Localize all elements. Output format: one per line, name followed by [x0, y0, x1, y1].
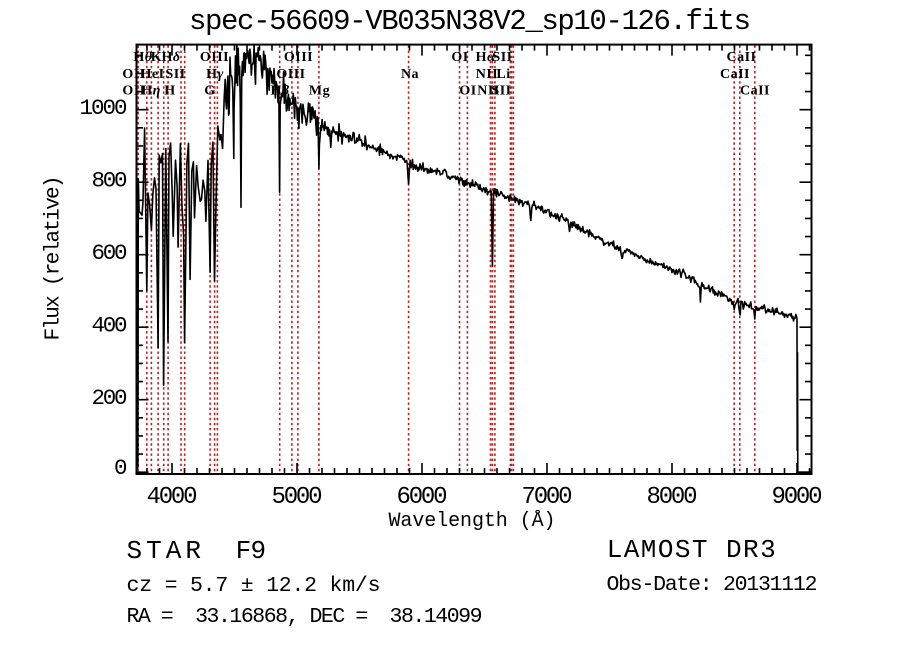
- svg-text:K: K: [151, 50, 162, 65]
- svg-text:OIII: OIII: [200, 50, 229, 65]
- svg-text:SII: SII: [491, 84, 511, 99]
- svg-text:Hθ: Hθ: [133, 50, 152, 65]
- svg-text:Hβ: Hβ: [270, 84, 289, 99]
- svg-text:HeI: HeI: [140, 67, 164, 82]
- svg-text:Hδ: Hδ: [161, 50, 180, 65]
- svg-text:NII: NII: [476, 67, 499, 82]
- svg-text:OI: OI: [459, 84, 476, 99]
- svg-text:200: 200: [92, 385, 128, 411]
- svg-text:Hα: Hα: [476, 50, 496, 65]
- svg-text:8000: 8000: [647, 484, 698, 511]
- svg-text:H: H: [164, 84, 175, 99]
- svg-text:7000: 7000: [522, 484, 573, 511]
- svg-text:SII: SII: [165, 67, 185, 82]
- svg-text:Obs-Date: 20131112: Obs-Date: 20131112: [607, 573, 818, 597]
- svg-text:Wavelength (Å): Wavelength (Å): [389, 510, 556, 533]
- svg-text:CaII: CaII: [740, 84, 770, 99]
- svg-text:Mg: Mg: [309, 84, 330, 99]
- svg-text:Li: Li: [496, 67, 510, 82]
- svg-text:OII: OII: [122, 67, 145, 82]
- svg-text:Na: Na: [401, 67, 419, 82]
- svg-text:400: 400: [92, 313, 128, 339]
- svg-text:Hη: Hη: [141, 84, 161, 99]
- svg-text:CaII: CaII: [720, 67, 750, 82]
- svg-text:1000: 1000: [80, 95, 128, 121]
- svg-text:OIII: OIII: [276, 67, 305, 82]
- svg-text:800: 800: [92, 168, 128, 194]
- svg-text:9000: 9000: [772, 484, 823, 511]
- svg-text:OI: OI: [451, 50, 468, 65]
- svg-text:LAMOST DR3: LAMOST DR3: [607, 535, 776, 565]
- svg-text:Flux (relative): Flux (relative): [43, 176, 66, 341]
- svg-text:OII: OII: [122, 84, 145, 99]
- svg-text:4000: 4000: [147, 484, 198, 511]
- svg-text:6000: 6000: [397, 484, 448, 511]
- svg-text:cz = 5.7 ± 12.2 km/s: cz = 5.7 ± 12.2 km/s: [127, 574, 381, 598]
- svg-text:G: G: [204, 84, 215, 99]
- svg-text:spec-56609-VB035N38V2_sp10-126: spec-56609-VB035N38V2_sp10-126.fits: [189, 5, 751, 38]
- svg-text:RA = 33.16868, DEC = 38.1409: RA = 33.16868, DEC = 38.14099: [127, 605, 483, 629]
- svg-text:OIII: OIII: [284, 50, 313, 65]
- svg-text:5000: 5000: [272, 484, 323, 511]
- svg-text:CaII: CaII: [726, 50, 756, 65]
- svg-text:F9: F9: [236, 536, 267, 566]
- svg-text:0: 0: [114, 455, 128, 481]
- svg-text:NII: NII: [477, 84, 500, 99]
- svg-text:SII: SII: [492, 50, 512, 65]
- svg-text:600: 600: [92, 240, 128, 266]
- svg-text:Hγ: Hγ: [206, 67, 224, 82]
